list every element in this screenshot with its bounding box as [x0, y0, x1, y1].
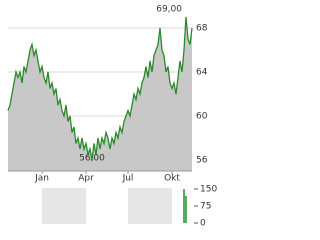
x-tick-label: Apr [78, 174, 94, 184]
line [7, 16, 193, 161]
y-tick-label: 56 [196, 156, 208, 166]
x-tick-label: Jan [34, 174, 49, 184]
chart: 56 60 64 68 Jan Apr Jul Okt 69,00 56,00 150 75 0 [7, 5, 217, 229]
x-tick-label: Jul [122, 174, 134, 184]
y-tick-label: 150 [200, 185, 217, 195]
annotation: 69,00 [156, 5, 182, 15]
y-tick-label: 75 [200, 202, 211, 212]
x-tick-label: Okt [164, 174, 180, 184]
annotation: 56,00 [79, 154, 105, 164]
shade-band [42, 188, 86, 224]
y-tick-label: 68 [196, 24, 208, 34]
shade-band [128, 188, 172, 224]
y-tick-label: 60 [196, 112, 208, 122]
bar [185, 195, 187, 223]
bar [183, 189, 185, 223]
area [8, 17, 192, 171]
y-tick-label: 64 [196, 68, 208, 78]
y-tick-label: 0 [200, 219, 206, 229]
